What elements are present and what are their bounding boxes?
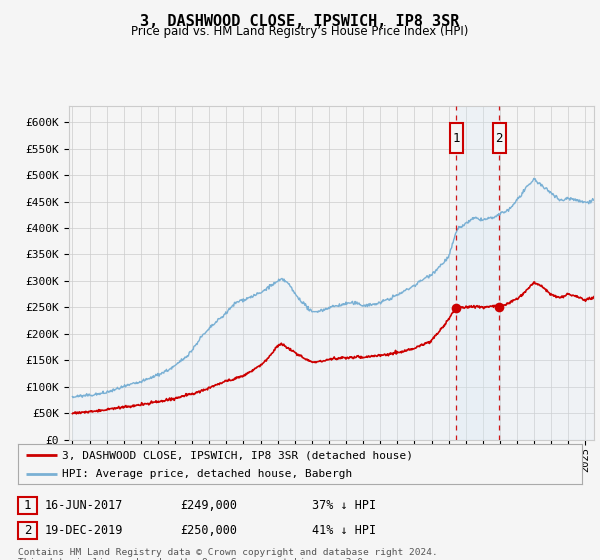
Bar <box>457 106 499 440</box>
Text: 2: 2 <box>24 524 31 538</box>
Text: £250,000: £250,000 <box>180 524 237 538</box>
Text: 3, DASHWOOD CLOSE, IPSWICH, IP8 3SR (detached house): 3, DASHWOOD CLOSE, IPSWICH, IP8 3SR (det… <box>62 450 413 460</box>
Bar <box>493 123 506 153</box>
Text: Contains HM Land Registry data © Crown copyright and database right 2024.
This d: Contains HM Land Registry data © Crown c… <box>18 548 438 560</box>
Text: 1: 1 <box>24 499 31 512</box>
Text: 3, DASHWOOD CLOSE, IPSWICH, IP8 3SR: 3, DASHWOOD CLOSE, IPSWICH, IP8 3SR <box>140 14 460 29</box>
Text: 1: 1 <box>453 132 460 144</box>
Text: £249,000: £249,000 <box>180 499 237 512</box>
Text: 37% ↓ HPI: 37% ↓ HPI <box>312 499 376 512</box>
Bar <box>450 123 463 153</box>
Text: 19-DEC-2019: 19-DEC-2019 <box>45 524 124 538</box>
Text: HPI: Average price, detached house, Babergh: HPI: Average price, detached house, Babe… <box>62 469 352 479</box>
Text: 16-JUN-2017: 16-JUN-2017 <box>45 499 124 512</box>
Text: 2: 2 <box>496 132 503 144</box>
Text: Price paid vs. HM Land Registry’s House Price Index (HPI): Price paid vs. HM Land Registry’s House … <box>131 25 469 38</box>
Text: 41% ↓ HPI: 41% ↓ HPI <box>312 524 376 538</box>
